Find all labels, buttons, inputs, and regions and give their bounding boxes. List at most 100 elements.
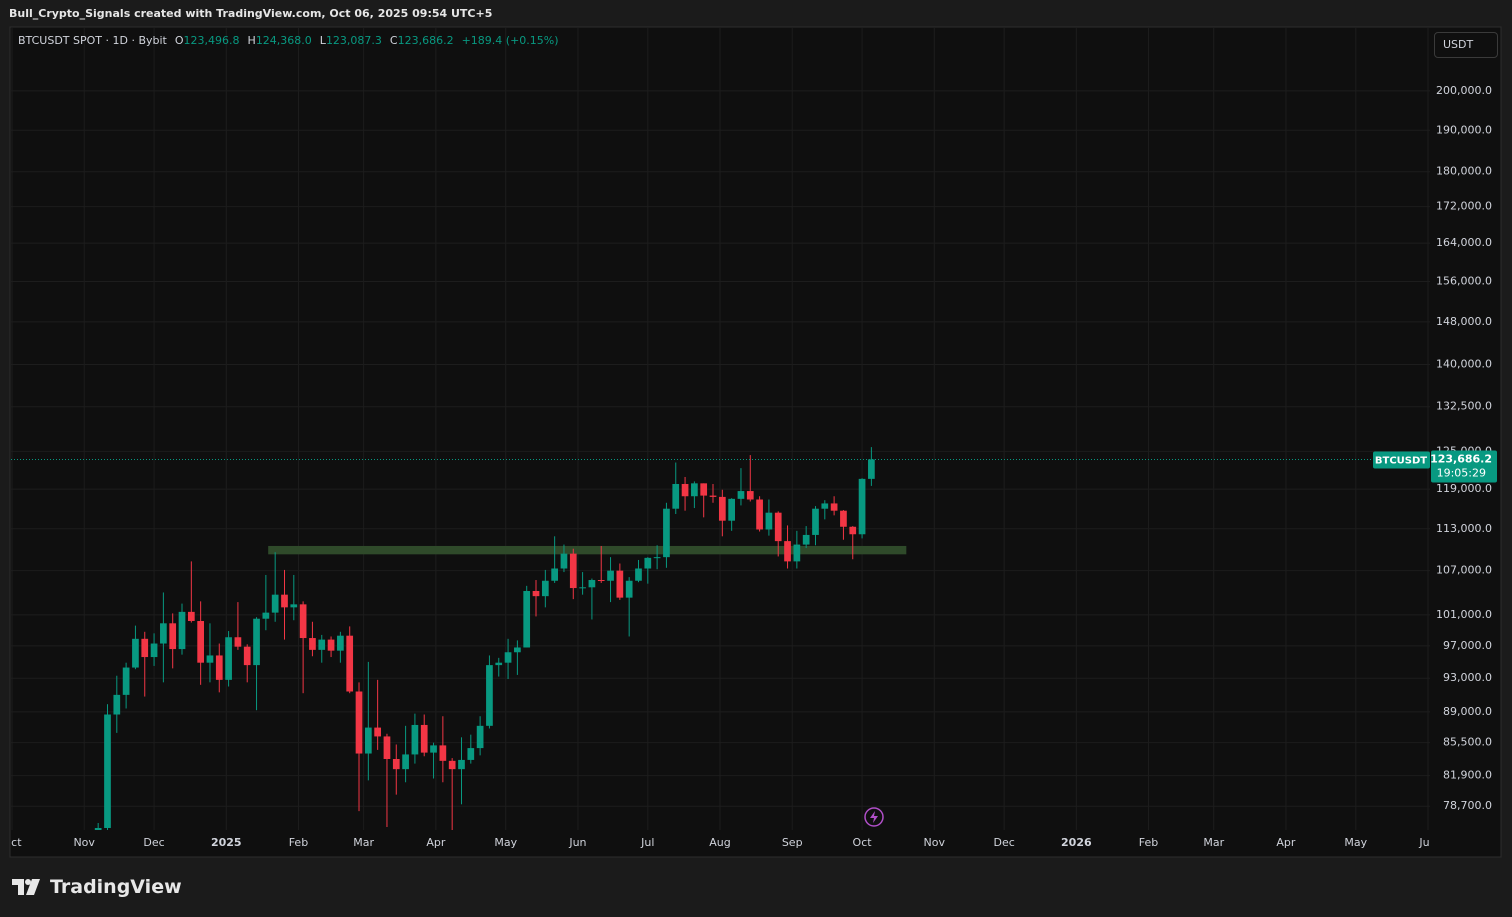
candle-body: [439, 745, 447, 761]
candle-body: [150, 643, 158, 658]
candle-body: [430, 745, 437, 753]
candle-body: [225, 637, 232, 680]
logo-text: TradingView: [50, 876, 182, 898]
candle-body: [858, 478, 866, 535]
candle-body: [663, 508, 670, 558]
y-tick-label: 164,000.0: [1436, 236, 1492, 249]
x-tick-label: Sep: [782, 836, 803, 849]
candle-body: [132, 638, 139, 668]
legend-key: O: [174, 34, 184, 47]
x-tick-label: 2025: [211, 836, 242, 849]
candle-body: [253, 618, 260, 666]
x-tick-label: Nov: [73, 836, 95, 849]
candle-body: [607, 570, 614, 581]
candle-body: [523, 590, 531, 648]
event-icon[interactable]: [864, 807, 884, 827]
candle-body: [215, 655, 223, 680]
candle-body: [681, 483, 689, 497]
candle-body: [644, 557, 652, 569]
y-tick-label: 107,000.0: [1436, 564, 1492, 577]
y-tick-label: 89,000.0: [1443, 705, 1492, 718]
candle-body: [346, 635, 354, 692]
candle-body: [299, 604, 307, 639]
countdown-label: 19:05:29: [1437, 467, 1486, 480]
x-tick-label: May: [1344, 836, 1367, 849]
candle-body: [672, 483, 680, 509]
candle-body: [160, 623, 167, 644]
candle-body: [411, 724, 419, 755]
candle-body: [113, 694, 121, 715]
event-icon-bolt: [870, 811, 878, 823]
x-tick-label: Nov: [924, 836, 946, 849]
candle-body: [206, 655, 214, 663]
price-label: 123,686.2: [1430, 453, 1492, 466]
candle-body: [868, 459, 875, 479]
x-tick-label: Mar: [353, 836, 374, 849]
legend-change: +189.4 (+0.15%): [461, 34, 559, 47]
candle-body: [141, 638, 149, 658]
legend-value: 124,368.0: [255, 34, 312, 47]
y-tick-label: 119,000.0: [1436, 482, 1492, 495]
candle-body: [486, 665, 493, 726]
candle-body: [448, 760, 456, 770]
candle-body: [653, 557, 661, 559]
candle-body: [458, 759, 465, 770]
y-tick-label: 97,000.0: [1443, 639, 1492, 652]
legend: BTCUSDT SPOT · 1D · Bybit O 123,496.8 H 124,…: [18, 34, 567, 47]
candle-body: [840, 510, 847, 527]
candle-body: [364, 727, 372, 754]
candle-body: [94, 827, 102, 830]
footer-logo: TradingView: [12, 876, 182, 898]
candle-body: [793, 544, 801, 562]
candle-body: [569, 553, 577, 589]
candle-body: [281, 594, 288, 608]
candle-body: [551, 568, 558, 581]
x-tick-label: Aug: [709, 836, 730, 849]
candle-body: [737, 491, 745, 499]
candle-body: [309, 638, 316, 650]
candle-body: [337, 635, 344, 651]
legend-key: C: [389, 34, 398, 47]
y-tick-label: 156,000.0: [1436, 274, 1492, 287]
candle-body: [504, 652, 512, 663]
x-tick-label: May: [494, 836, 517, 849]
y-tick-label: 200,000.0: [1436, 84, 1492, 97]
symbol-label: BTCUSDT: [1375, 456, 1427, 467]
candle-body: [625, 580, 633, 598]
x-tick-label: 2026: [1061, 836, 1092, 849]
legend-value: 123,496.8: [183, 34, 240, 47]
candle-body: [588, 580, 596, 588]
support-zone: [268, 545, 907, 555]
candle-body: [318, 639, 326, 650]
legend-key: H: [247, 34, 256, 47]
x-tick-label: Dec: [993, 836, 1014, 849]
candle-body: [784, 541, 791, 562]
x-tick-label: Jul: [640, 836, 654, 849]
x-tick-label: Oct: [853, 836, 873, 849]
y-tick-label: 78,700.0: [1443, 799, 1492, 812]
candle-body: [514, 647, 521, 653]
candle-body: [271, 594, 279, 613]
candle-body: [197, 621, 204, 663]
y-tick-label: 132,500.0: [1436, 400, 1492, 413]
candle-body: [420, 724, 428, 753]
legend-key: L: [319, 34, 326, 47]
candle-body: [635, 568, 642, 581]
candle-body: [691, 483, 698, 497]
y-tick-label: 85,500.0: [1443, 736, 1492, 749]
y-tick-label: 93,000.0: [1443, 671, 1492, 684]
candle-body: [597, 580, 605, 582]
candle-body: [616, 570, 624, 598]
candle-body: [849, 526, 857, 535]
symbol-label-box: [1373, 451, 1430, 469]
candle-body: [718, 496, 726, 521]
x-tick-label: Apr: [426, 836, 446, 849]
x-tick-label: Feb: [1139, 836, 1158, 849]
currency-button[interactable]: USDT: [1434, 32, 1498, 58]
candle-body: [765, 512, 773, 530]
candle-body: [830, 503, 838, 511]
y-tick-label: 113,000.0: [1436, 522, 1492, 535]
logo-icon: [12, 879, 40, 895]
candle-body: [262, 612, 270, 619]
